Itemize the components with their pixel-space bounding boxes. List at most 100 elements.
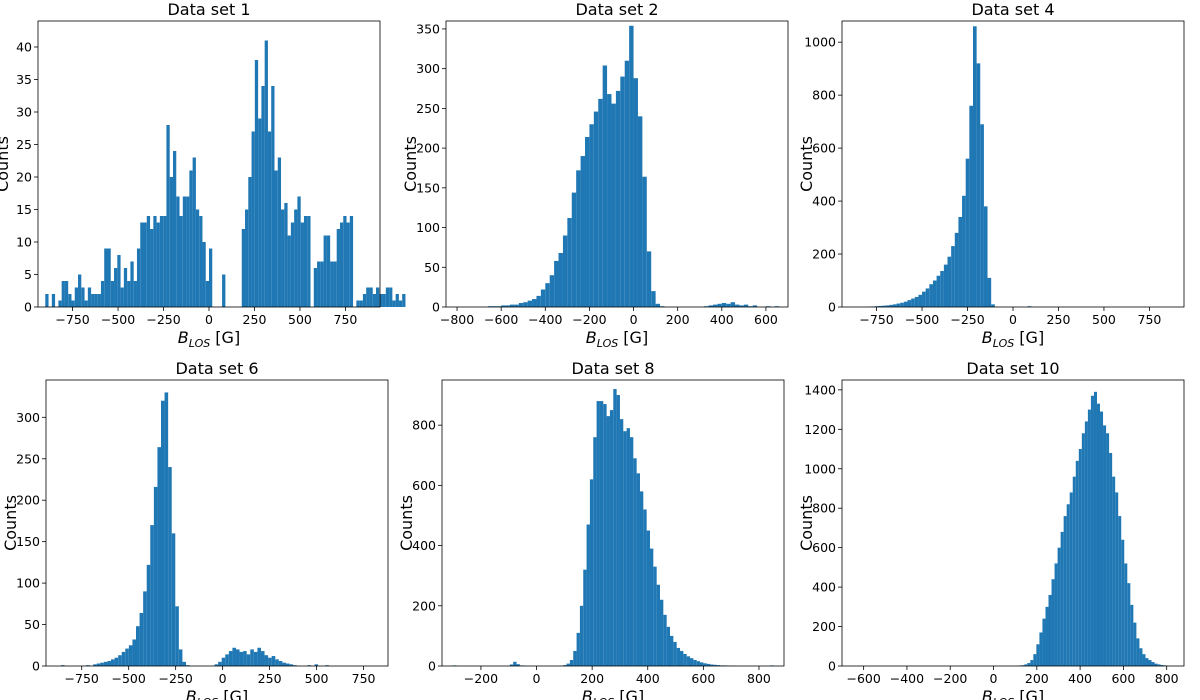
histogram-bar bbox=[571, 192, 577, 307]
histogram-bar bbox=[369, 287, 373, 307]
x-axis-label: BLOS [G] bbox=[982, 687, 1044, 700]
x-tick-label: 750 bbox=[334, 312, 358, 327]
x-tick-label: −800 bbox=[440, 312, 474, 327]
histogram-bar bbox=[743, 304, 749, 307]
y-tick-label: 0 bbox=[828, 300, 836, 315]
histogram-bar bbox=[1078, 449, 1082, 666]
x-tick-label: 600 bbox=[1111, 671, 1135, 686]
histogram-bar bbox=[589, 479, 594, 666]
histogram-bar bbox=[580, 156, 585, 307]
histogram-bar bbox=[576, 632, 580, 666]
histogram-bar bbox=[1069, 492, 1073, 666]
subplot-2: −800 −600 −400 −200 0 200 400 600 0 50 100 150 200 25… bbox=[401, 0, 789, 350]
y-axis-label: Counts bbox=[401, 136, 420, 192]
histogram-bar bbox=[93, 664, 97, 666]
histogram-bar bbox=[87, 287, 92, 307]
histogram-bar bbox=[991, 304, 995, 307]
histogram-bar bbox=[585, 136, 590, 307]
chart-title: Data set 4 bbox=[971, 0, 1054, 19]
histogram-bar bbox=[583, 569, 587, 666]
histogram-bar bbox=[91, 294, 95, 307]
histogram-bar bbox=[629, 437, 634, 666]
histogram-bar bbox=[676, 647, 681, 666]
histogram-bar bbox=[653, 566, 657, 666]
histogram-bar bbox=[1027, 663, 1031, 666]
histogram-bar bbox=[157, 447, 161, 666]
histogram-bar bbox=[356, 300, 360, 307]
histogram-bar bbox=[1100, 411, 1104, 666]
histogram-bar bbox=[1103, 425, 1107, 666]
histogram-bar bbox=[1090, 395, 1094, 666]
chart-title: Data set 8 bbox=[571, 359, 654, 378]
x-tick-label: 800 bbox=[747, 671, 771, 686]
histogram-bar bbox=[1030, 660, 1034, 666]
histogram-bar bbox=[385, 287, 390, 307]
histogram-bar bbox=[586, 524, 590, 666]
histogram-bar bbox=[603, 404, 607, 666]
histogram-bar bbox=[1133, 622, 1137, 666]
histogram-bar bbox=[127, 281, 131, 307]
x-tick-label: −750 bbox=[859, 312, 893, 327]
y-tick-label: 200 bbox=[812, 619, 836, 634]
x-tick-label: −750 bbox=[65, 671, 99, 686]
y-tick-label: 200 bbox=[412, 598, 436, 613]
x-tick-label: −500 bbox=[112, 671, 146, 686]
x-axis-label: BLOS [G] bbox=[186, 687, 248, 700]
x-tick-label: 500 bbox=[288, 312, 312, 327]
histogram-bar bbox=[163, 216, 167, 307]
histogram-bar bbox=[523, 302, 528, 307]
axes-frame bbox=[45, 379, 389, 667]
histogram-bar bbox=[268, 657, 272, 666]
x-tick-label: 400 bbox=[636, 671, 660, 686]
y-tick-label: 1000 bbox=[804, 35, 836, 50]
histogram-bar bbox=[958, 216, 963, 307]
histogram-bar bbox=[739, 305, 744, 307]
histogram-bar bbox=[509, 304, 515, 307]
histogram-bar bbox=[690, 658, 694, 666]
axes-frame bbox=[445, 20, 789, 308]
histogram-bar bbox=[532, 299, 537, 307]
histogram-bar bbox=[264, 655, 269, 666]
histogram-bar bbox=[969, 105, 973, 308]
histogram-bar bbox=[1118, 516, 1122, 666]
histogram-bar bbox=[346, 222, 350, 307]
x-tick-label: −250 bbox=[146, 312, 180, 327]
histogram-bar bbox=[501, 305, 506, 307]
chart-title: Data set 6 bbox=[175, 359, 258, 378]
histogram-bar bbox=[205, 281, 209, 307]
histogram-bar bbox=[202, 242, 206, 307]
y-tick-label: 50 bbox=[24, 617, 40, 632]
histogram-bar bbox=[164, 392, 169, 666]
histogram-bar bbox=[271, 86, 275, 307]
histogram-bar bbox=[656, 584, 660, 666]
histogram-bar bbox=[983, 206, 988, 307]
histogram-bar bbox=[878, 305, 883, 307]
histogram-bar bbox=[366, 287, 370, 307]
histogram-bar bbox=[962, 195, 966, 307]
histogram-bar bbox=[1054, 563, 1058, 666]
histogram-bar bbox=[900, 302, 904, 307]
x-axis-label: BLOS [G] bbox=[982, 328, 1044, 350]
x-axis-label: BLOS [G] bbox=[582, 687, 644, 700]
y-tick-label: 400 bbox=[412, 538, 436, 553]
histogram-bar bbox=[178, 649, 183, 666]
histogram-bar bbox=[402, 294, 406, 307]
histogram-bar bbox=[566, 663, 570, 666]
y-tick-label: 800 bbox=[812, 501, 836, 516]
histogram-bar bbox=[395, 294, 399, 307]
histogram-bar bbox=[372, 294, 376, 307]
histogram-bar bbox=[680, 650, 684, 666]
y-tick-label: 100 bbox=[16, 576, 40, 591]
histogram-bar bbox=[245, 209, 249, 307]
histogram-bar bbox=[222, 274, 226, 307]
histogram-bar bbox=[567, 218, 572, 307]
histogram-bar bbox=[576, 170, 581, 307]
histogram-bar bbox=[282, 662, 286, 666]
y-tick-label: 250 bbox=[16, 451, 40, 466]
histogram-bar bbox=[1060, 531, 1064, 666]
histogram-bar bbox=[1084, 421, 1088, 666]
histogram-bar bbox=[293, 665, 297, 666]
histogram-bar bbox=[936, 275, 941, 307]
histogram-bar bbox=[513, 661, 517, 666]
histogram-bar bbox=[168, 467, 172, 666]
